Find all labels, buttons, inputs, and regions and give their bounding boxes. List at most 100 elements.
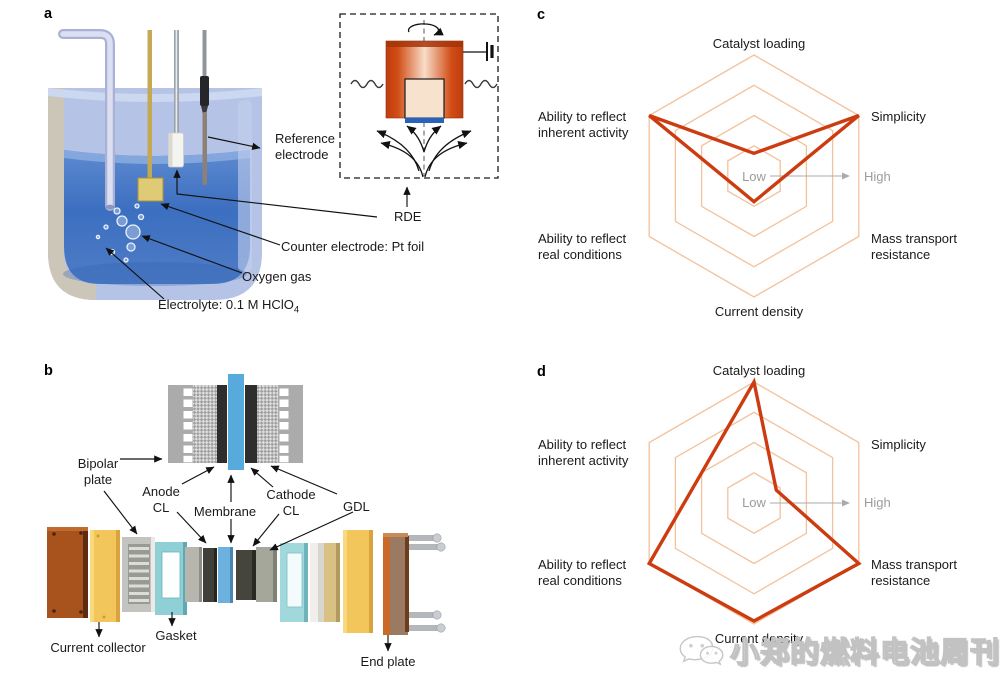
panel-letter-d: d	[537, 364, 546, 380]
radar-grid-ring	[674, 411, 834, 595]
leader-gdl-stack	[269, 511, 354, 551]
cathode-cl-xs	[245, 385, 257, 463]
disk-electrode	[405, 117, 444, 123]
panel-a-illustration	[48, 13, 499, 300]
working-electrode	[168, 30, 184, 168]
label-bipolar-plate: Bipolar plate	[77, 456, 119, 487]
current-collector-right	[343, 530, 373, 633]
gdl-right-xs	[257, 385, 278, 463]
vibration-squiggle-left	[350, 79, 384, 89]
current-collector-left	[90, 530, 120, 622]
radar-c-axis-current-density: Current density	[714, 304, 804, 319]
radar-d-axis-simplicity: Simplicity	[871, 437, 926, 452]
leader-arrows-b	[95, 455, 392, 652]
oxygen-bubbles	[95, 203, 145, 263]
rde-inset	[339, 13, 499, 179]
radar-c-axis-catalyst-loading: Catalyst loading	[712, 36, 806, 51]
mea-cross-section	[168, 374, 303, 470]
leader-oxygen-gas	[141, 235, 243, 274]
electrolyte-subscript: 4	[293, 304, 300, 316]
leader-rde-to-electrode	[173, 169, 378, 218]
leader-reference-electrode	[207, 136, 261, 150]
bolts	[405, 533, 446, 633]
cathode-cl-stack	[236, 550, 256, 600]
leader-electrolyte	[105, 247, 165, 300]
anode-cl-xs	[217, 385, 227, 463]
leader-bipolar-stack	[103, 490, 138, 535]
leader-cathode-xs	[250, 467, 274, 488]
radar-d-scale-high: High	[864, 495, 891, 510]
radar-d-axis-current-density: Current density	[714, 631, 804, 646]
scale-arrowhead-icon	[842, 172, 850, 180]
bipolar-plate-right-stack	[310, 543, 340, 622]
end-plate-left	[47, 527, 88, 618]
radar-chart-d	[646, 377, 862, 625]
gasket-right	[280, 543, 308, 622]
leader-gdl-xs	[270, 465, 338, 495]
label-gdl: GDL	[343, 499, 370, 514]
gas-inlet-tube	[58, 29, 115, 211]
gasket-left	[155, 542, 187, 615]
membrane-xs	[228, 374, 244, 470]
leader-arrows-a	[105, 136, 411, 300]
brush-contact-icon	[463, 42, 494, 61]
label-end-plate: End plate	[360, 654, 416, 669]
vibration-squiggle-right	[464, 79, 498, 89]
counter-electrode	[137, 30, 164, 202]
radar-grid-ring	[648, 381, 860, 625]
panel-letter-b: b	[44, 363, 53, 379]
label-cathode-cl: Cathode CL	[266, 487, 316, 518]
gdl-left-xs	[193, 385, 217, 463]
radar-series-polygon	[648, 113, 860, 204]
label-counter-electrode: Counter electrode: Pt foil	[281, 239, 425, 254]
catalyst-tip	[404, 78, 445, 119]
label-rde: RDE	[394, 209, 422, 224]
gdl-right-stack	[256, 547, 277, 602]
label-membrane: Membrane	[193, 504, 257, 519]
panel-letter-c: c	[537, 7, 546, 23]
leader-anode-xs	[181, 466, 215, 485]
radar-c-axis-simplicity: Simplicity	[871, 109, 926, 124]
radar-grid-ring	[727, 472, 781, 535]
wechat-logo-icon	[679, 635, 724, 666]
label-gasket: Gasket	[155, 628, 197, 643]
label-reference-electrode: Reference electrode	[275, 131, 335, 162]
radar-d-axis-catalyst-loading: Catalyst loading	[712, 363, 806, 378]
scale-arrowhead-icon	[842, 499, 850, 507]
radar-c-axis-inherent-activity: Ability to reflect inherent activity	[538, 109, 629, 140]
label-oxygen-gas: Oxygen gas	[242, 269, 312, 284]
radar-grid-ring	[674, 84, 834, 268]
radar-d-axis-real-conditions: Ability to reflect real conditions	[538, 557, 627, 588]
flow-arrows	[376, 125, 472, 178]
label-current-collector: Current collector	[50, 640, 146, 655]
rotation-arrow-icon	[407, 23, 444, 36]
radar-chart-c	[648, 54, 860, 298]
radar-c-scale-high: High	[864, 169, 891, 184]
radar-d-axis-mass-transport: Mass transport resistance	[871, 557, 957, 588]
panel-b-illustration	[47, 374, 446, 652]
panel-letter-a: a	[44, 6, 53, 22]
label-anode-cl: Anode CL	[142, 484, 180, 515]
exploded-stack	[47, 527, 446, 635]
leader-counter-electrode	[160, 203, 281, 246]
watermark: 小郑的燃料电池周刊	[676, 624, 1000, 676]
leader-cathode-stack	[252, 513, 280, 547]
end-plate-right	[383, 533, 446, 635]
bipolar-plate-stack	[122, 537, 155, 612]
membrane-stack	[218, 547, 233, 603]
radar-d-axis-inherent-activity: Ability to reflect inherent activity	[538, 437, 629, 468]
leader-anode-stack	[176, 511, 207, 544]
radar-c-scale-low: Low	[742, 169, 766, 184]
label-electrolyte: Electrolyte: 0.1 M HClO4	[158, 297, 300, 316]
radar-c-axis-mass-transport: Mass transport resistance	[871, 231, 957, 262]
radar-d-scale-low: Low	[742, 495, 766, 510]
radar-c-axis-real-conditions: Ability to reflect real conditions	[538, 231, 627, 262]
watermark-text: 小郑的燃料电池周刊	[729, 636, 1000, 669]
radar-series-polygon	[646, 377, 862, 623]
radar-grid-ring	[700, 114, 808, 238]
reference-electrode-probe	[200, 30, 209, 185]
gdl-left-stack	[185, 547, 202, 602]
anode-cl-stack	[203, 548, 217, 602]
radar-grid-ring	[727, 145, 781, 208]
